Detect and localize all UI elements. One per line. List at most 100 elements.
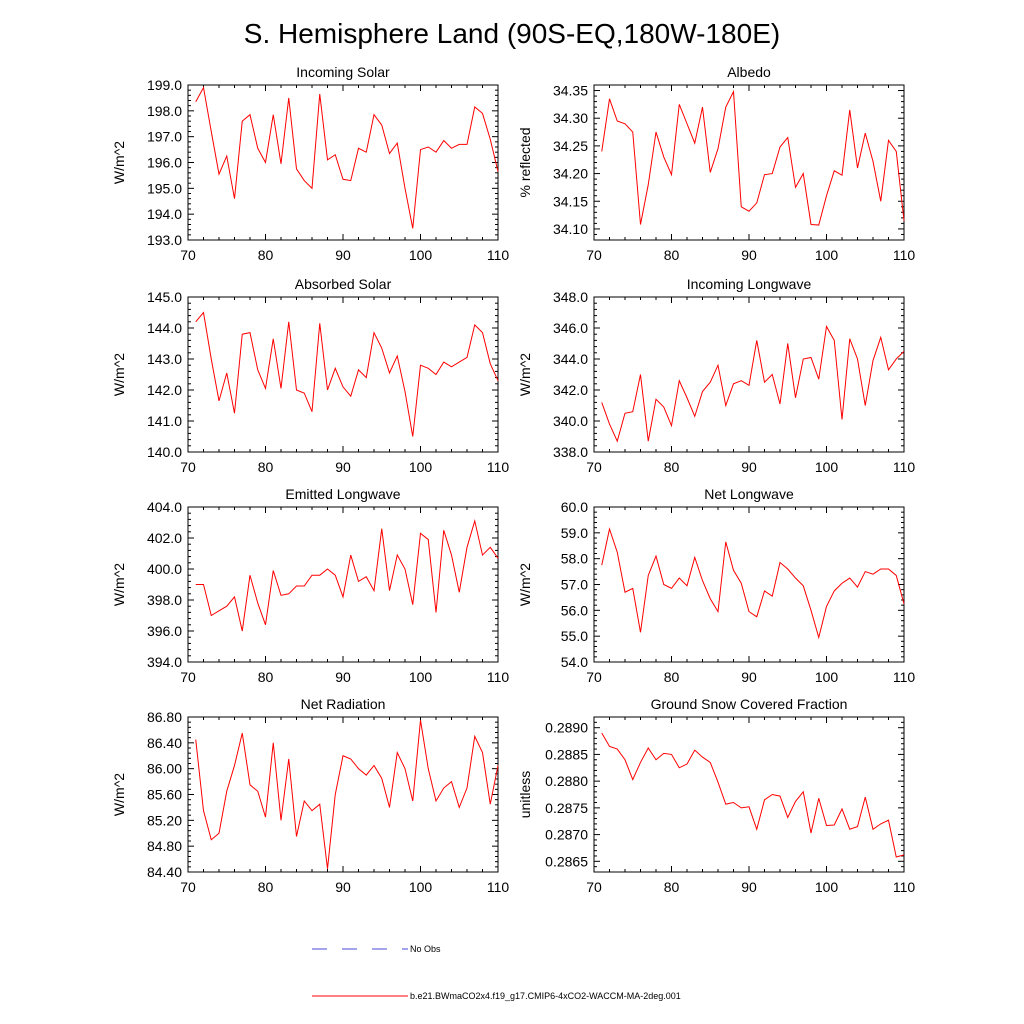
y-axis-label: % reflected: [517, 127, 533, 197]
x-tick-label: 100: [409, 669, 433, 685]
series-group: [601, 732, 905, 858]
panel-3: Absorbed Solar W/m^2 70 80 90 100 110 140.0 141.…: [111, 276, 509, 475]
x-tick-label: 90: [741, 669, 757, 685]
y-tick-label: 398.0: [147, 592, 182, 608]
y-tick-label: 84.40: [147, 864, 182, 880]
series-line: [601, 527, 905, 640]
y-tick-label: 58.0: [561, 551, 588, 567]
series-line: [195, 311, 499, 437]
y-tick-label: 342.0: [553, 382, 588, 398]
series-group: [601, 527, 905, 640]
y-tick-label: 0.2875: [545, 800, 588, 816]
x-tick-label: 90: [741, 247, 757, 263]
figure-title: S. Hemisphere Land (90S-EQ,180W-180E): [244, 18, 780, 49]
y-tick-label: 86.40: [147, 735, 182, 751]
y-tick-label: 85.20: [147, 812, 182, 828]
x-tick-label: 80: [258, 459, 274, 475]
x-tick-label: 70: [180, 247, 196, 263]
y-tick-label: 141.0: [147, 413, 182, 429]
x-tick-label: 90: [335, 669, 351, 685]
y-tick-label: 55.0: [561, 628, 588, 644]
panel-title: Net Longwave: [704, 486, 794, 502]
y-tick-label: 402.0: [147, 530, 182, 546]
x-tick-label: 70: [180, 879, 196, 895]
x-tick-label: 70: [180, 669, 196, 685]
series-line: [601, 89, 905, 226]
series-group: [601, 324, 905, 443]
y-tick-label: 57.0: [561, 577, 588, 593]
x-tick-label: 70: [586, 459, 602, 475]
y-tick-label: 196.0: [147, 155, 182, 171]
y-tick-label: 85.60: [147, 787, 182, 803]
y-tick-label: 86.00: [147, 761, 182, 777]
x-tick-label: 90: [335, 879, 351, 895]
x-tick-label: 100: [409, 459, 433, 475]
x-tick-label: 90: [741, 459, 757, 475]
y-axis-label: W/m^2: [517, 353, 533, 396]
x-tick-label: 90: [335, 247, 351, 263]
y-tick-label: 34.30: [553, 110, 588, 126]
y-tick-label: 0.2880: [545, 773, 588, 789]
x-tick-label: 80: [664, 669, 680, 685]
y-axis-label: unitless: [517, 771, 533, 818]
panel-title: Absorbed Solar: [295, 276, 392, 292]
series-group: [195, 86, 499, 229]
y-tick-label: 34.35: [553, 83, 588, 99]
y-tick-label: 54.0: [561, 654, 588, 670]
x-tick-label: 80: [664, 879, 680, 895]
x-tick-label: 110: [893, 459, 916, 475]
x-tick-label: 100: [815, 459, 839, 475]
y-tick-label: 338.0: [553, 444, 588, 460]
y-tick-label: 195.0: [147, 180, 182, 196]
panel-5: Emitted Longwave W/m^2 70 80 90 100 110 394.0 39…: [111, 486, 509, 685]
y-tick-label: 143.0: [147, 351, 182, 367]
y-tick-label: 194.0: [147, 206, 182, 222]
series-group: [195, 720, 499, 869]
y-tick-label: 34.20: [553, 166, 588, 182]
x-tick-label: 100: [815, 669, 839, 685]
x-tick-label: 100: [409, 879, 433, 895]
x-tick-label: 70: [586, 879, 602, 895]
y-axis-label: W/m^2: [111, 353, 127, 396]
y-axis-label: W/m^2: [517, 563, 533, 606]
y-tick-label: 0.2870: [545, 827, 588, 843]
y-tick-label: 34.25: [553, 138, 588, 154]
y-tick-label: 198.0: [147, 103, 182, 119]
panel-1: Incoming Solar W/m^2 70 80 90 100 110 193.0 194.…: [111, 64, 509, 263]
x-tick-label: 80: [664, 247, 680, 263]
y-tick-label: 59.0: [561, 525, 588, 541]
panel-title: Ground Snow Covered Fraction: [651, 696, 848, 712]
panel-title: Incoming Longwave: [687, 276, 812, 292]
panel-title: Albedo: [727, 64, 771, 80]
x-tick-label: 80: [258, 247, 274, 263]
series-group: [195, 311, 499, 437]
x-tick-label: 90: [741, 879, 757, 895]
series-group: [601, 89, 905, 226]
panel-4: Incoming Longwave W/m^2 70 80 90 100 110 338.0 3…: [517, 276, 915, 475]
x-tick-label: 110: [487, 459, 510, 475]
y-tick-label: 394.0: [147, 654, 182, 670]
series-line: [195, 518, 499, 632]
x-tick-label: 110: [893, 247, 916, 263]
panel-title: Net Radiation: [301, 696, 386, 712]
y-tick-label: 86.80: [147, 709, 182, 725]
x-tick-label: 100: [815, 247, 839, 263]
x-tick-label: 90: [335, 459, 351, 475]
series-group: [195, 518, 499, 632]
y-tick-label: 34.15: [553, 193, 588, 209]
legend-model-label: b.e21.BWmaCO2x4.f19_g17.CMIP6-4xCO2-WACC…: [410, 991, 681, 1001]
series-line: [601, 732, 905, 858]
x-tick-label: 110: [487, 247, 510, 263]
y-tick-label: 400.0: [147, 561, 182, 577]
x-tick-label: 110: [893, 669, 916, 685]
y-tick-label: 0.2865: [545, 853, 588, 869]
y-axis-label: W/m^2: [111, 773, 127, 816]
x-tick-label: 110: [487, 669, 510, 685]
x-tick-label: 70: [586, 669, 602, 685]
legend: No Obs b.e21.BWmaCO2x4.f19_g17.CMIP6-4xC…: [312, 944, 681, 1001]
x-tick-label: 100: [409, 247, 433, 263]
y-tick-label: 396.0: [147, 623, 182, 639]
y-tick-label: 144.0: [147, 320, 182, 336]
y-tick-label: 140.0: [147, 444, 182, 460]
